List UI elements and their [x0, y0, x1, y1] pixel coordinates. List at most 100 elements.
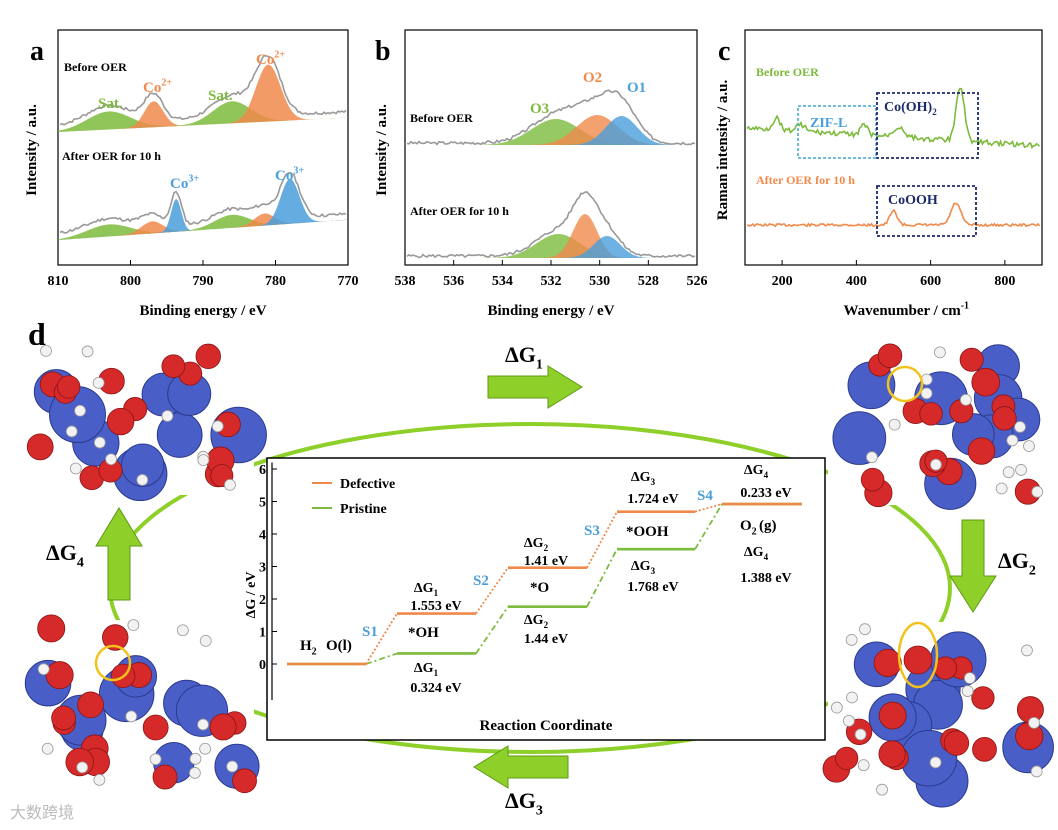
h-atom: [149, 753, 162, 766]
step-label: S2: [473, 573, 489, 589]
h-atom: [127, 619, 140, 632]
o-atom: [56, 375, 81, 399]
step-label: S4: [697, 488, 713, 504]
h-atom: [959, 393, 972, 406]
h-atom: [1006, 434, 1019, 447]
peak-label: Sat.: [208, 88, 233, 104]
y-axis-label: ΔG / eV: [244, 572, 259, 619]
o-atom: [209, 713, 237, 741]
h-atom: [93, 436, 106, 449]
o-atom: [835, 746, 859, 770]
cycle-arrow-2: [949, 519, 997, 613]
h-atom: [197, 718, 209, 731]
pristine-connector: [475, 606, 509, 654]
h-atom: [92, 376, 105, 389]
highlight-circle: [94, 644, 132, 682]
defective-connector: [365, 613, 398, 665]
before-oer-label: Before OER: [410, 111, 473, 125]
defective-connector: [586, 511, 618, 569]
y-tick-label: 5: [259, 496, 266, 511]
cycle-arrow-4: [95, 507, 143, 601]
cooh2-box: [876, 92, 979, 159]
dg-label: ΔG3: [631, 559, 656, 576]
zif-l-box: [797, 105, 877, 159]
x-tick-label: 400: [846, 274, 867, 289]
fit-peak: [58, 111, 348, 132]
legend-label-defective: Defective: [340, 477, 395, 492]
h-atom: [830, 701, 843, 714]
watermark: 大数跨境: [10, 803, 74, 822]
dg-value: 1.724 eV: [627, 492, 678, 507]
dg-label: ΔG1: [414, 661, 439, 678]
structure-bottom-left: [24, 614, 260, 798]
y-axis-label: Raman intensity / a.u.: [715, 80, 731, 221]
cooh-box: [876, 185, 977, 237]
x-tick-label: 790: [193, 274, 214, 289]
o-atom: [971, 367, 1001, 397]
species-o2: O2: [740, 518, 757, 538]
h-atom: [226, 760, 239, 773]
h-atom: [888, 418, 901, 431]
raw-spectrum: [406, 89, 696, 146]
h-atom: [65, 425, 78, 438]
o-atom: [37, 614, 66, 643]
o-atom: [142, 714, 169, 741]
panel-letter-c: c: [718, 36, 730, 67]
raw-spectrum: [59, 171, 347, 234]
peak-label: O3: [530, 101, 549, 117]
o-atom: [51, 705, 76, 731]
o-atom: [860, 467, 885, 492]
o-atom: [903, 645, 933, 675]
h-atom: [920, 387, 933, 400]
h-atom: [105, 453, 117, 466]
fit-peak: [405, 236, 697, 258]
h-atom: [859, 623, 871, 636]
raman-spectrum: [746, 87, 1041, 150]
dg-value: 0.233 eV: [740, 486, 791, 501]
cycle-label-dg4: ΔG4: [46, 540, 84, 571]
dg-value: 1.41 eV: [524, 554, 568, 569]
x-tick-label: 600: [920, 274, 941, 289]
after-oer-label: After OER for 10 h: [756, 173, 855, 187]
fit-peak: [58, 178, 348, 240]
h-atom: [865, 451, 878, 464]
pristine-connector: [586, 548, 618, 608]
dg-label: ΔG2: [524, 536, 549, 553]
y-tick-label: 1: [259, 626, 266, 641]
x-tick-label: 538: [395, 274, 416, 289]
cycle-arrow-1: [487, 365, 583, 409]
o-atom: [26, 433, 54, 461]
dg-value: 1.768 eV: [627, 580, 678, 595]
o-atom: [943, 730, 970, 756]
h-atom: [93, 774, 106, 786]
h-atom: [930, 458, 942, 471]
h-atom: [842, 714, 855, 727]
h-atom: [1002, 466, 1015, 479]
dg-value: 0.324 eV: [410, 681, 461, 696]
cycle-label-dg3: ΔG3: [505, 788, 543, 819]
panel-letter-a: a: [30, 36, 44, 67]
x-tick-label: 780: [265, 274, 286, 289]
peak-label: Co2+: [256, 49, 285, 68]
panel-c-frame: [744, 29, 1043, 266]
h-atom: [74, 404, 86, 417]
panel-b-frame: [404, 29, 698, 266]
h-atom: [136, 474, 149, 486]
legend-label-pristine: Pristine: [340, 502, 387, 517]
panel-c: 200 400 600 800 Wavenumber / cm-1 Raman inten…: [715, 29, 1043, 319]
pristine-connector: [694, 503, 723, 550]
h-atom: [854, 728, 867, 741]
h-atom: [857, 759, 870, 772]
x-tick-label: 810: [48, 274, 69, 289]
peak-label: Co3+: [170, 173, 199, 192]
o-atom: [232, 768, 257, 794]
o-atom: [972, 737, 997, 762]
h-atom: [197, 454, 210, 467]
h-atom: [1023, 440, 1035, 453]
cycle-arrow-3: [473, 745, 569, 789]
h-atom: [995, 482, 1008, 495]
fit-peak: [58, 214, 348, 240]
o-atom: [45, 661, 74, 690]
species-h2o: H2: [300, 638, 317, 658]
